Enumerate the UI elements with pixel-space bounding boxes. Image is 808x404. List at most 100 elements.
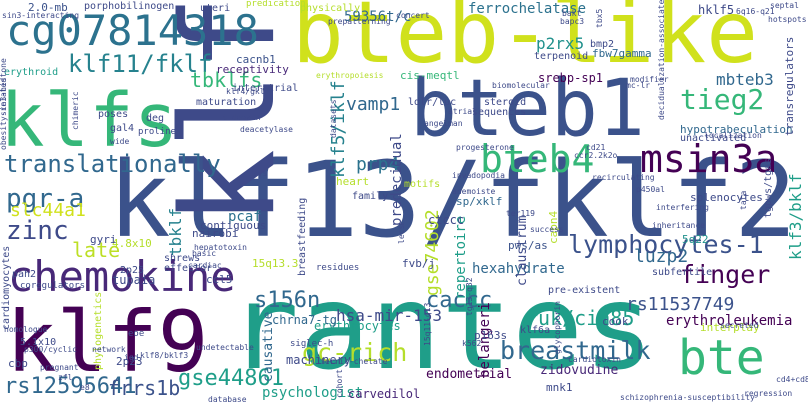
word: klf3/bklf [786,173,805,260]
word: cardiac [188,261,222,270]
word: 6q16-q21 [736,7,775,16]
word: 15q11-q13 [423,302,432,346]
word: cis-meqtl [400,69,460,82]
word: rantes [228,258,655,396]
word: klfs [0,78,179,164]
word: rs12595641 [4,374,137,399]
word: gse44861 [178,366,284,391]
word: machinery [286,353,352,367]
word: interatrial [232,83,299,94]
word: s156n [254,288,321,313]
word: carvedilol [348,387,421,401]
word: breastmilk [500,336,651,365]
word: 4.8x10 [112,237,152,250]
word: eoe [128,329,145,339]
word: klf11/fklf [68,50,213,78]
word: ruk/cin85 [526,306,635,330]
word: splenocytes [690,191,763,204]
word: steroid [484,97,527,108]
word: 2p25 [120,265,145,276]
word: siglec-h [290,339,334,349]
word: p300/cyclic [24,345,77,354]
word: cbp [8,357,28,370]
word: uteri [200,3,231,14]
word: pregnant [40,363,79,372]
word: septal [770,1,799,10]
word: bakt [562,9,582,18]
word: 59356t/c [344,9,412,25]
word: mnk1 [546,381,573,394]
word: ferric-chelate [320,357,388,366]
word: pah2 [12,269,37,280]
word: transregulators [783,36,796,136]
word: wide [110,137,130,146]
word: msin3a [640,137,778,181]
word: p163s [474,329,508,342]
word: porphobilinogen [84,1,175,12]
word: modifier [630,75,669,84]
word: bteb1 [410,64,645,154]
word: luzp2 [634,246,689,267]
word: interplay [700,321,760,334]
word: angelman [424,119,463,128]
word: localization [704,131,762,140]
word: mbteb3 [716,70,774,89]
word: cook [602,315,629,328]
word: gal4 [110,123,135,134]
word: ccl5 [206,273,233,286]
word: hexahydrate [472,261,565,277]
word: endometrial [426,367,513,382]
word: bmp2 [590,39,615,50]
word: srebp-sp1 [538,71,604,85]
word: homologue [4,325,48,334]
word: finger [680,260,771,289]
word: vamp1 [346,94,401,115]
word: t-domain [222,113,261,122]
word: k562 [462,339,482,348]
word: physically [300,3,361,14]
word: interfering [656,203,709,212]
word: undetectable [196,343,254,352]
word: cardiomyocytes [1,245,12,330]
word: pws/as [508,239,548,252]
word: lymphocytes-1 [568,230,764,259]
word: 5.1x10 [20,337,57,348]
word: tbklfs [190,68,263,92]
word: frrs1b [108,376,181,400]
word: predication [246,0,306,9]
word: chimeric [71,91,80,130]
word: bapc3 [560,17,585,26]
word: cohort [335,369,344,398]
word: glycophorin [553,301,562,354]
word: regression [744,389,793,398]
word: erythropoiesis [316,71,384,80]
word: database [208,395,247,404]
word: chemokine [8,252,236,301]
word: bteb-like [292,0,758,83]
word: klf13/fklf2 [108,139,797,261]
word: erythroleukemia [666,313,793,329]
word: sequences [472,107,527,118]
word: klf8/bklf3 [140,351,189,360]
word: klf9 [6,293,209,391]
word: tg13-q32 [465,277,474,316]
word: atrial [448,107,477,116]
word: cg07814318 [6,6,259,55]
word: subfertile [652,267,713,278]
word: secreted [720,321,759,330]
word: cd4+cd8 [776,375,808,384]
word: gyri [90,233,117,246]
word: cacnb1 [236,53,276,66]
word: ldlr/luc [408,97,457,108]
word: tieg2 [680,83,765,116]
word: translationally [4,150,221,178]
word: family [352,191,389,202]
word: recirculating [592,173,655,182]
word: hklf5 [698,3,735,17]
word: chrna7-tg [272,313,338,327]
word: residues [316,263,360,273]
word: igd [124,353,139,362]
word: motifs [404,179,441,190]
word: nairobi [192,227,239,240]
word: hypotrabeculation [680,123,793,136]
